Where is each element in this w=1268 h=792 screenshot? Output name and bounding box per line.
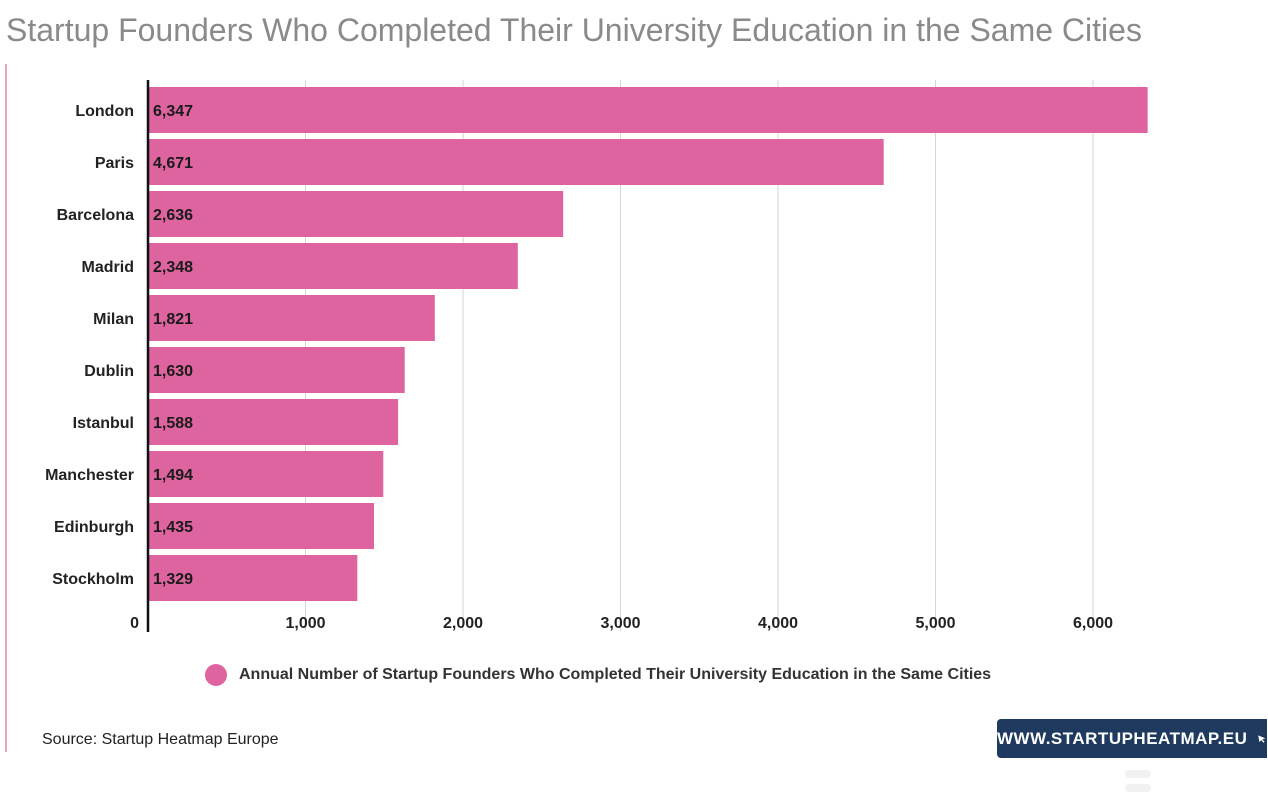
bar-madrid — [148, 243, 518, 289]
bar-value-label: 1,821 — [153, 311, 193, 328]
scroll-indicator-secondary — [1125, 784, 1151, 792]
bar-value-label: 1,588 — [153, 415, 193, 432]
legend-swatch — [205, 664, 227, 686]
bar-barcelona — [148, 191, 564, 237]
bars — [148, 87, 1148, 601]
x-tick-label: 6,000 — [1073, 615, 1113, 632]
bar-london — [148, 87, 1148, 133]
category-label: Barcelona — [57, 207, 134, 224]
category-label: Paris — [95, 155, 134, 172]
x-tick-label: 3,000 — [600, 615, 640, 632]
legend: Annual Number of Startup Founders Who Co… — [205, 664, 991, 686]
bar-value-label: 4,671 — [153, 155, 193, 172]
legend-label: Annual Number of Startup Founders Who Co… — [239, 666, 992, 683]
x-tick-label: 4,000 — [758, 615, 798, 632]
bar-value-label: 6,347 — [153, 103, 193, 120]
bar-dublin — [148, 347, 405, 393]
website-badge-label: WWW.STARTUPHEATMAP.EU — [997, 728, 1248, 748]
cursor-arrow-icon — [1258, 734, 1266, 743]
bar-stockholm — [148, 555, 358, 601]
source-note: Source: Startup Heatmap Europe — [42, 731, 279, 748]
x-tick-label: 2,000 — [443, 615, 483, 632]
bar-value-label: 1,630 — [153, 363, 193, 380]
x-tick-labels: 0 1,000 2,000 3,000 4,000 5,000 6,000 — [130, 615, 1113, 632]
bar-istanbul — [148, 399, 399, 445]
bar-value-label: 1,435 — [153, 519, 193, 536]
bar-value-label: 2,348 — [153, 259, 193, 276]
category-label: Stockholm — [52, 571, 134, 588]
category-label: Madrid — [82, 259, 134, 276]
bar-value-label: 1,494 — [153, 467, 193, 484]
category-label: Edinburgh — [54, 519, 134, 536]
x-tick-label: 0 — [130, 615, 139, 632]
scroll-indicator — [1125, 770, 1151, 778]
bar-manchester — [148, 451, 384, 497]
category-label: Dublin — [84, 363, 134, 380]
category-labels: London Paris Barcelona Madrid Milan Dublin Ist… — [45, 103, 134, 588]
website-badge-button[interactable]: WWW.STARTUPHEATMAP.EU — [997, 719, 1267, 758]
category-label: Istanbul — [73, 415, 134, 432]
bar-chart: 6,347 4,671 2,636 2,348 1,821 1,630 1,588 1,494… — [45, 80, 1148, 632]
category-label: London — [75, 103, 134, 120]
bar-milan — [148, 295, 435, 341]
category-label: Milan — [93, 311, 134, 328]
category-label: Manchester — [45, 467, 134, 484]
x-tick-label: 1,000 — [285, 615, 325, 632]
value-labels: 6,347 4,671 2,636 2,348 1,821 1,630 1,588 1,494… — [153, 103, 193, 588]
left-accent-rule — [5, 64, 7, 752]
bar-paris — [148, 139, 884, 185]
chart-title: Startup Founders Who Completed Their Uni… — [6, 12, 1142, 48]
bar-edinburgh — [148, 503, 375, 549]
bar-value-label: 2,636 — [153, 207, 193, 224]
x-tick-label: 5,000 — [915, 615, 955, 632]
bar-value-label: 1,329 — [153, 571, 193, 588]
